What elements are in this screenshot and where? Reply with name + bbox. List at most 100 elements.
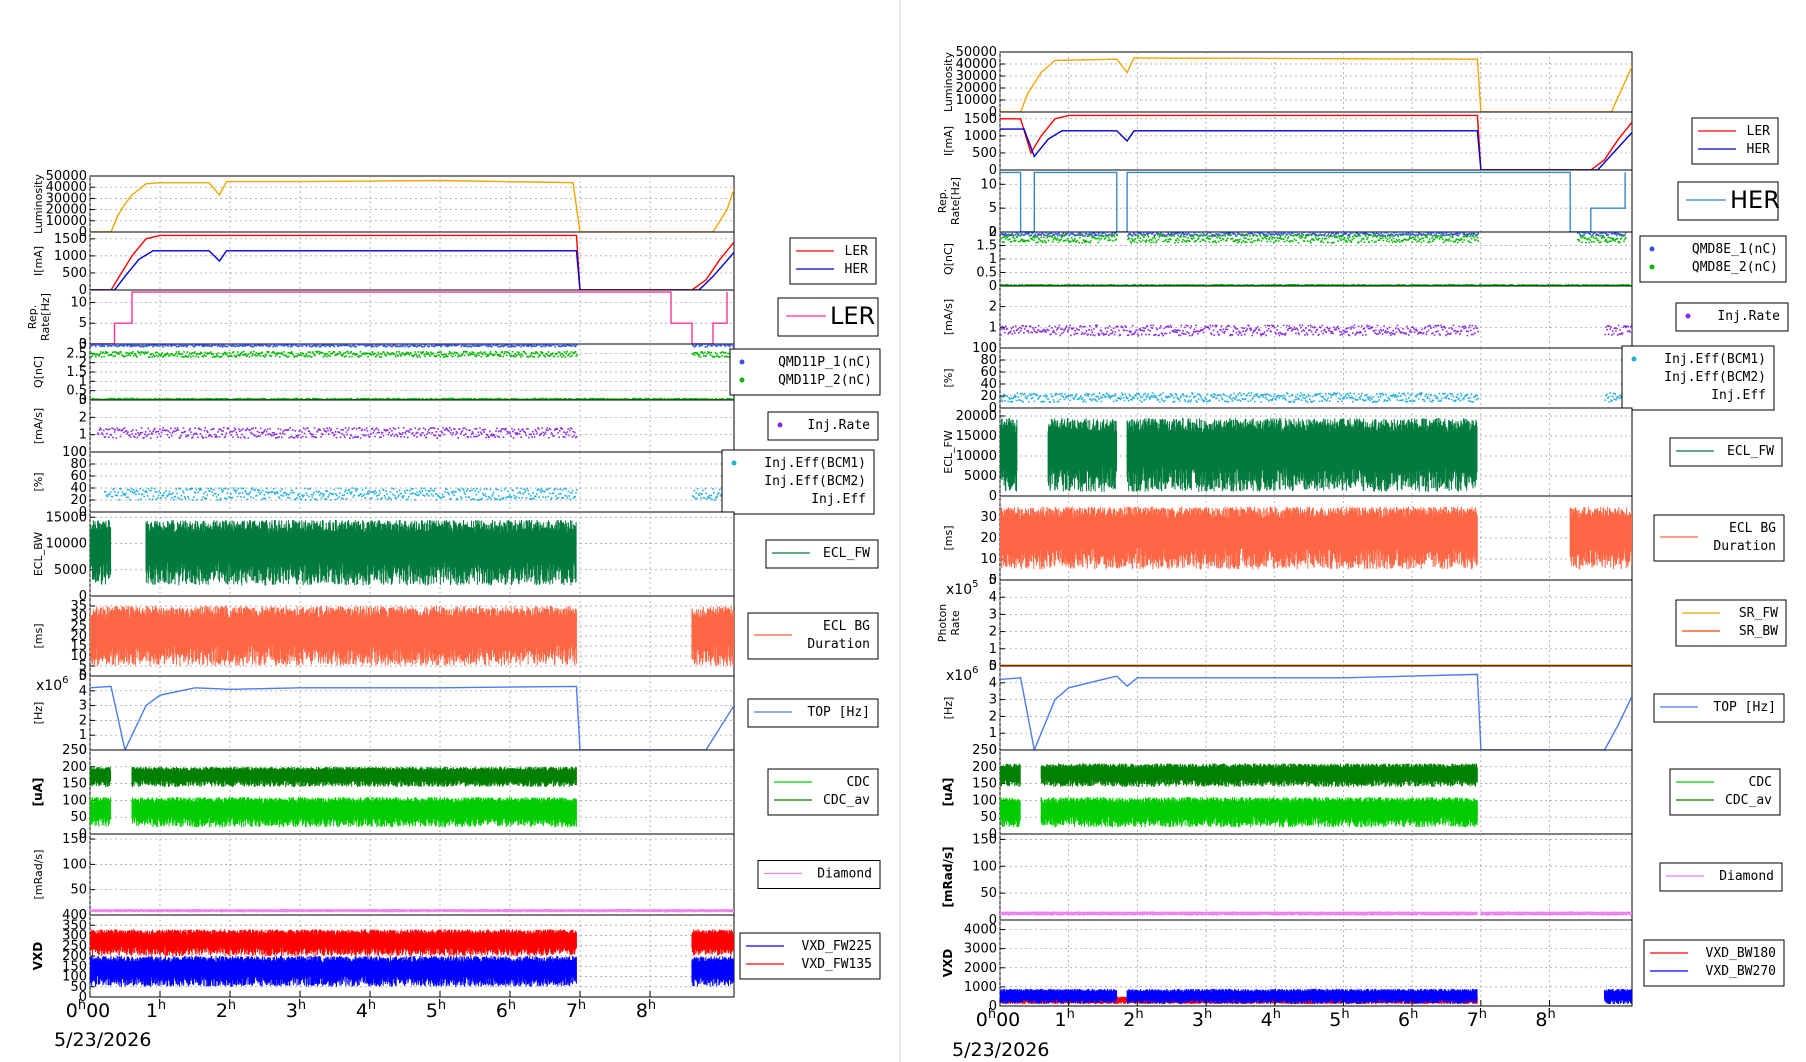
y-tick-label: 40 [980,377,997,392]
y-tick-label: 1 [79,428,87,443]
y-tick-label: 0.5 [976,266,997,281]
panel-grid [89,176,734,232]
panel-series [1000,418,1478,492]
panel-frame [999,51,1633,113]
y-tick-label: 0 [989,827,997,842]
y-tick-label: 1 [989,320,997,335]
y-tick-label: 1 [989,726,997,741]
series-band-ecl-bg-duration [1569,506,1632,570]
panel-grid [999,52,1632,112]
y-tick-label: 0 [79,743,87,758]
y-tick-label: 0 [79,990,87,1005]
panel-6: 020406080100[%]Inj.Eff(BCM1)Inj.Eff(BCM2… [942,341,1775,416]
y-tick-label: 0 [79,393,87,408]
legend-label: QMD11P_2(nC) [778,373,872,388]
legend-label: ECL BG [823,619,870,634]
series-band-qmd8e-2-nc- [1127,233,1479,244]
y-axis-label: VXD [941,949,955,978]
y-multiplier: x106 [946,665,978,684]
y-tick-label: 10000 [956,449,997,464]
legend-8: ECL BG Duration [747,612,879,660]
series-band-ecl-bg-duration [1000,506,1478,570]
legend-box [1653,693,1785,723]
series-line-her [90,250,734,290]
series-band-ecl-fw [90,519,112,585]
panel-5: 0 1 2 3 [mA/s] Inj.Rate [32,393,879,460]
y-multiplier-exp: 6 [62,675,68,686]
x-tick-label: 0h00 [66,998,111,1022]
panel-grid [999,112,1632,170]
series-band-qmd11p-2-nc- [90,350,578,358]
legend-5: Inj.Rate [1675,302,1789,332]
panel-series [90,606,734,666]
series-band-cdc-av [1000,763,1021,787]
y-tick-label: 4 [989,676,997,691]
y-tick-label: 60 [980,365,997,380]
legend-box [747,698,879,728]
series-band-inj-eff-bcm1- [104,487,578,501]
y-tick-label: 60 [70,469,87,484]
panel-frame [89,175,735,233]
y-tick-label: 10000 [46,537,87,552]
legend-label: VXD_FW225 [802,939,872,954]
y-tick-label: 15000 [956,429,997,444]
legend-box [1621,345,1775,411]
legend-7: ECL_FW [1669,437,1783,467]
legend-label: Inj.Eff [811,492,866,507]
legend-label: CDC [847,775,870,790]
legend-label: HER [1747,142,1771,157]
y-tick-label: 20 [70,629,87,644]
y-tick-label: 20 [70,493,87,508]
legend-9: TOP [Hz] [747,698,879,728]
y-tick-label: 10 [980,552,997,567]
y-tick-label: 2 [989,709,997,724]
y-tick-label: 2 [79,713,87,728]
y-tick-label: 50 [70,810,87,825]
date-label: 5/23/2026 [54,1029,151,1051]
legend-label: Inj.Eff(BCM1) [1664,352,1766,367]
y-axis-label: [%] [32,472,45,491]
x-tick-unit: h [1135,1007,1143,1022]
y-tick-label: 30 [980,510,997,525]
legend-10: TOP [Hz] [1653,693,1785,723]
x-tick-extra: 00 [996,1009,1020,1031]
y-tick-label: 5 [989,573,997,588]
legend-label: Inj.Eff(BCM2) [764,474,866,489]
panel-grid [999,170,1632,232]
series-band-cdc-av [90,766,112,787]
legend-label: HER [1730,186,1780,214]
y-tick-label: 5 [79,316,87,331]
y-tick-label: 50 [70,883,87,898]
y-tick-label: 250 [972,743,997,758]
panel-grid [89,452,734,512]
y-tick-label: 150 [972,832,997,847]
panel-grid [89,834,734,915]
y-tick-label: 150 [62,832,87,847]
y-tick-label: 0 [79,283,87,298]
y-tick-label: 2 [79,356,87,371]
series-band-inj-rate [97,426,578,439]
y-tick-label: 15 [70,639,87,654]
y-axis-label: Rep. [936,189,949,213]
y-tick-label: 1 [79,374,87,389]
series-band-vxd-fw135 [90,929,577,956]
y-tick-label: 40 [70,481,87,496]
y-tick-label: 3000 [964,942,997,957]
y-tick-label: 50000 [46,169,87,184]
legend-label: Inj.Eff(BCM1) [764,456,866,471]
legend-box [1669,437,1783,467]
series-band-qmd8e-2-nc- [1000,234,1118,244]
y-tick-label: 0 [989,743,997,758]
y-tick-label: 30000 [956,69,997,84]
panel-4: 00.511.522.53Q[nC] QMD11P_1(nC)QMD11P_2(n… [32,337,881,408]
y-axis-label: Rep. [26,305,39,329]
y-axis-label: [ms] [942,525,955,550]
legend-swatch [1631,356,1637,362]
legend-7: ECL_FW [765,539,879,569]
y-tick-label: 20 [980,531,997,546]
